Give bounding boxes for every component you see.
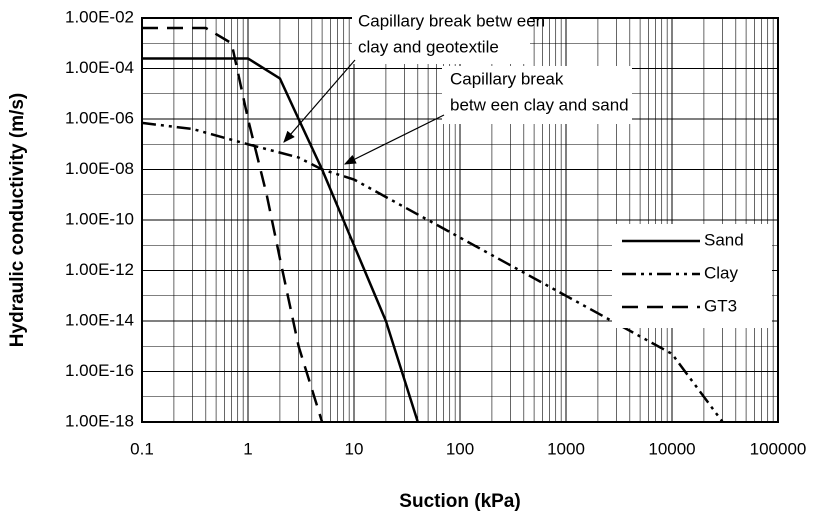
y-tick-label: 1.00E-10 — [65, 209, 134, 228]
x-axis-label: Suction (kPa) — [399, 491, 520, 512]
annotation-box — [352, 6, 530, 64]
lines — [141, 26, 724, 423]
annotation-arrow — [283, 59, 356, 143]
y-tick-label: 1.00E-18 — [65, 411, 134, 430]
x-tick-label: 100000 — [750, 439, 807, 458]
y-tick-label: 1.00E-16 — [65, 361, 134, 380]
y-tick-label: 1.00E-04 — [65, 58, 134, 77]
legend-label: Clay — [704, 263, 739, 282]
legend-label: Sand — [704, 230, 744, 249]
annotation-box — [442, 66, 632, 124]
annotation: Capillary break — [450, 69, 564, 88]
x-tick-label: 100 — [446, 439, 474, 458]
annotation-arrow — [343, 114, 445, 165]
x-tick-label: 1 — [243, 439, 252, 458]
y-tick-label: 1.00E-12 — [65, 260, 134, 279]
series-line — [142, 26, 324, 423]
y-axis-label: Hydraulic conductivity (m/s) — [7, 93, 28, 347]
grid — [141, 17, 779, 423]
legend-label: GT3 — [704, 296, 737, 315]
legend-items: Sand Clay GT3 — [622, 230, 744, 315]
series-line — [142, 57, 419, 423]
annotation: betw een clay and sand — [450, 95, 629, 114]
y-tick-label: 1.00E-02 — [65, 7, 134, 26]
legend — [612, 224, 772, 328]
y-tick-label: 1.00E-14 — [65, 310, 134, 329]
series-line — [141, 121, 724, 423]
annotation: Capillary break betw een — [358, 11, 545, 30]
y-tick-label: 1.00E-08 — [65, 159, 134, 178]
x-tick-label: 1000 — [547, 439, 585, 458]
y-tick-label: 1.00E-06 — [65, 108, 134, 127]
x-tick-label: 0.1 — [130, 439, 154, 458]
x-tick-label: 10 — [345, 439, 364, 458]
x-tick-label: 10000 — [648, 439, 695, 458]
annotation: clay and geotextile — [358, 37, 499, 56]
